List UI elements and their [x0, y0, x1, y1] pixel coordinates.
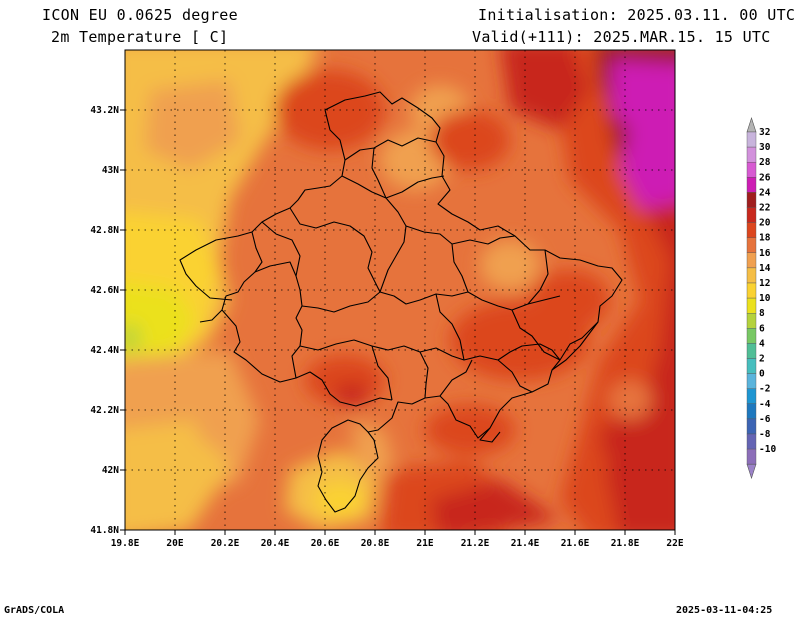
admin-borders: [179, 91, 623, 513]
colorbar-label: 22: [759, 203, 770, 214]
colorbar-swatch: [746, 418, 757, 435]
colorbar-bottom-arrow: [746, 463, 757, 480]
lon-label: 21.6E: [561, 538, 590, 549]
colorbar-top-arrow: [746, 117, 757, 133]
colorbar-swatch: [746, 282, 757, 299]
colorbar-swatch: [746, 403, 757, 420]
lat-label: 42.4N: [90, 345, 119, 356]
colorbar-label: -4: [759, 399, 771, 410]
lat-label: 41.8N: [90, 525, 119, 536]
colorbar-label: 8: [759, 308, 765, 319]
colorbar-swatch: [746, 448, 757, 465]
colorbar-label: 14: [759, 263, 771, 274]
colorbar-swatch: [746, 373, 757, 389]
colorbar-label: 26: [759, 172, 771, 183]
graticule: [125, 50, 675, 530]
colorbar-label: 16: [759, 248, 771, 259]
lon-label: 21.8E: [611, 538, 640, 549]
colorbar-label: -10: [759, 444, 776, 455]
colorbar-label: 20: [759, 218, 771, 229]
colorbar-label: 6: [759, 323, 765, 334]
colorbar-label: -6: [759, 414, 771, 425]
colorbar-label: 28: [759, 157, 771, 168]
lon-label: 21E: [416, 538, 433, 549]
lon-label: 19.8E: [111, 538, 140, 549]
colorbar-label: 18: [759, 233, 771, 244]
colorbar-swatch: [746, 161, 757, 178]
colorbar-label: 24: [759, 187, 771, 198]
colorbar-swatch: [746, 177, 757, 193]
colorbar-swatch: [746, 388, 757, 405]
colorbar-label: 32: [759, 127, 770, 138]
colorbar-swatch: [746, 207, 757, 223]
colorbar-swatch: [746, 433, 757, 450]
colorbar-swatch: [746, 313, 757, 329]
colorbar-label: 10: [759, 293, 771, 304]
variable-title: 2m Temperature [ C]: [51, 28, 229, 46]
lat-label: 43N: [102, 165, 119, 176]
lat-label: 42.2N: [90, 405, 119, 416]
colorbar-swatch: [746, 252, 757, 269]
colorbar-swatch: [746, 297, 757, 314]
colorbar-label: 0: [759, 369, 765, 380]
lon-label: 21.4E: [511, 538, 540, 549]
footer-timestamp: 2025-03-11-04:25: [676, 605, 773, 616]
colorbar-label: 2: [759, 354, 765, 365]
colorbar-label: -8: [759, 429, 771, 440]
lon-label: 20.6E: [311, 538, 340, 549]
lat-label: 42N: [102, 465, 119, 476]
lon-label: 20E: [166, 538, 183, 549]
colorbar-swatch: [746, 343, 757, 359]
init-time: Initialisation: 2025.03.11. 00 UTC: [478, 6, 796, 24]
colorbar-swatch: [746, 358, 757, 374]
tick-marks: [120, 109, 676, 535]
lat-label: 42.6N: [90, 285, 119, 296]
model-title: ICON EU 0.0625 degree: [42, 6, 238, 24]
colorbar-swatch: [746, 222, 757, 238]
lon-label: 20.4E: [261, 538, 290, 549]
lon-label: 21.2E: [461, 538, 490, 549]
colorbar-label: 12: [759, 278, 770, 289]
lon-label: 22E: [666, 538, 683, 549]
colorbar-swatch: [746, 267, 757, 284]
colorbar-swatch: [746, 131, 757, 148]
colorbar-label: 4: [759, 338, 765, 349]
colorbar-label: -2: [759, 384, 770, 395]
footer-credit: GrADS/COLA: [4, 605, 65, 616]
colorbar-label: 30: [759, 142, 771, 153]
lon-label: 20.8E: [361, 538, 390, 549]
colorbar-swatch: [746, 328, 757, 344]
lat-label: 43.2N: [90, 105, 119, 116]
valid-time: Valid(+111): 2025.MAR.15. 15 UTC: [472, 28, 771, 46]
colorbar-swatch: [746, 237, 757, 253]
lon-label: 20.2E: [211, 538, 240, 549]
lat-label: 42.8N: [90, 225, 119, 236]
colorbar-swatch: [746, 192, 757, 208]
colorbar-swatch: [746, 146, 757, 163]
